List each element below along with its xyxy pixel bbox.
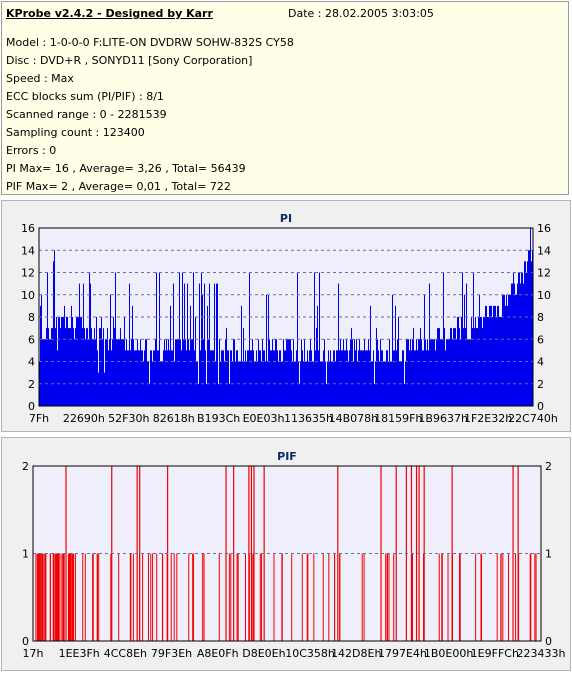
x-tick-label: B193Ch (197, 412, 240, 425)
info-disc: Disc : DVD+R , SONYD11 [Sony Corporation… (6, 54, 253, 67)
y-tick-label-left: 2 (28, 378, 35, 391)
pif-chart-panel: PIF 0 0 1 1 2 2 17h 1EE3Fh 4CC8Eh 79F3Eh A8E0Fh D8E0… (1, 437, 571, 671)
info-pif-summary: PIF Max= 2 , Average= 0,01 , Total= 722 (6, 180, 231, 193)
x-tick-label: 82618h (153, 412, 195, 425)
y-tick-label-left: 1 (22, 548, 29, 561)
info-speed: Speed : Max (6, 72, 74, 85)
chart-title: PIF (277, 450, 297, 463)
x-tick-label: 223433h (517, 647, 566, 660)
x-tick-label: 113635h (284, 412, 333, 425)
y-tick-label-left: 14 (21, 244, 35, 257)
info-range: Scanned range : 0 - 2281539 (6, 108, 167, 121)
y-tick-label-left: 4 (28, 356, 35, 369)
info-errors: Errors : 0 (6, 144, 57, 157)
y-tick-label-right: 10 (537, 289, 551, 302)
x-tick-label: 18159Fh (374, 412, 422, 425)
y-tick-label-right: 14 (537, 244, 551, 257)
scan-date: Date : 28.02.2005 3:03:05 (288, 7, 434, 20)
info-ecc: ECC blocks sum (PI/PIF) : 8/1 (6, 90, 164, 103)
y-tick-label-right: 6 (537, 333, 544, 346)
x-tick-label: 1B0E00h (424, 647, 473, 660)
y-tick-label-right: 16 (537, 222, 551, 235)
x-tick-label: 1EE3Fh (59, 647, 100, 660)
y-tick-label-left: 0 (28, 400, 35, 413)
x-tick-label: 7Fh (29, 412, 49, 425)
plot-border (38, 227, 534, 407)
x-tick-label: 1B9637h (418, 412, 468, 425)
y-tick-label-right: 4 (537, 356, 544, 369)
y-tick-label-right: 8 (537, 311, 544, 324)
info-pi-summary: PI Max= 16 , Average= 3,26 , Total= 5643… (6, 162, 246, 175)
y-tick-label-left: 8 (28, 311, 35, 324)
x-tick-label: 22690h (63, 412, 105, 425)
x-tick-label: 14B078h (329, 412, 379, 425)
x-tick-label: 22C740h (508, 412, 558, 425)
x-tick-label: 1F2E32h (464, 412, 512, 425)
y-tick-label-left: 0 (22, 635, 29, 648)
x-tick-label: 4CC8Eh (104, 647, 147, 660)
info-sampling: Sampling count : 123400 (6, 126, 145, 139)
info-panel: KProbe v2.4.2 - Designed by Karr Date : … (1, 1, 569, 195)
x-tick-label: 1E9FFCh (471, 647, 519, 660)
pi-chart-panel: PI 0 0 2 2 4 4 6 6 8 8 10 10 12 12 14 14 16 16 7Fh 22690h 52F… (1, 200, 571, 432)
x-tick-label: 52F30h (108, 412, 149, 425)
y-tick-label-left: 6 (28, 333, 35, 346)
y-tick-label-right: 0 (545, 635, 552, 648)
x-tick-label: 79F3Eh (151, 647, 192, 660)
y-tick-label-right: 12 (537, 267, 551, 280)
pi-chart: PI 0 0 2 2 4 4 6 6 8 8 10 10 12 12 14 14 16 16 7Fh 22690h 52F… (21, 212, 558, 425)
y-tick-label-right: 2 (537, 378, 544, 391)
x-tick-label: A8E0Fh (197, 647, 239, 660)
x-tick-label: 17h (23, 647, 44, 660)
y-tick-label-right: 0 (537, 400, 544, 413)
y-tick-label-left: 16 (21, 222, 35, 235)
y-tick-label-right: 1 (545, 548, 552, 561)
pi-series-bars (39, 228, 533, 406)
x-tick-label: 10C358h (285, 647, 335, 660)
x-tick-label: D8E0Eh (242, 647, 285, 660)
y-tick-label-left: 2 (22, 460, 29, 473)
pif-chart: PIF 0 0 1 1 2 2 17h 1EE3Fh 4CC8Eh 79F3Eh A8E0Fh D8E0… (22, 450, 566, 660)
app-title: KProbe v2.4.2 - Designed by Karr (6, 7, 213, 20)
x-tick-label: 1797E4h (378, 647, 427, 660)
chart-title: PI (280, 212, 292, 225)
y-tick-label-right: 2 (545, 460, 552, 473)
y-tick-label-left: 10 (21, 289, 35, 302)
info-model: Model : 1-0-0-0 F:LITE-ON DVDRW SOHW-832… (6, 36, 294, 49)
x-tick-label: E0E03h (243, 412, 285, 425)
y-tick-label-left: 12 (21, 267, 35, 280)
x-tick-label: 142D8Eh (331, 647, 381, 660)
plot-border (32, 465, 542, 642)
